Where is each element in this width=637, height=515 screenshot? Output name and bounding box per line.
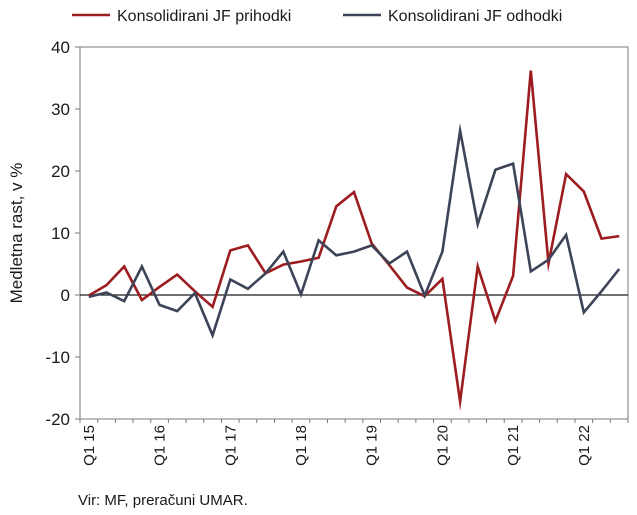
legend-label: Konsolidirani JF odhodki	[388, 8, 562, 25]
x-tick-label: Q1 15	[81, 425, 98, 466]
y-tick-label: -10	[45, 348, 70, 367]
x-tick-label: Q1 18	[293, 425, 310, 466]
y-tick-label: 20	[51, 162, 70, 181]
legend: Konsolidirani JF prihodki Konsolidirani J…	[72, 8, 562, 25]
x-tick-label: Q1 17	[222, 425, 239, 466]
x-tick-label: Q1 19	[364, 425, 381, 466]
y-tick-label: 30	[51, 100, 70, 119]
legend-label: Konsolidirani JF prihodki	[117, 8, 291, 25]
x-tick-label: Q1 21	[505, 425, 522, 466]
y-tick-label: 10	[51, 224, 70, 243]
x-tick-label: Q1 22	[576, 425, 593, 466]
series-line-prihodki	[88, 70, 620, 412]
y-tick-label: -20	[45, 410, 70, 429]
y-axis-label: Medletna rast, v %	[7, 163, 26, 304]
x-tick-label: Q1 20	[434, 425, 451, 466]
y-axis-label-group: Medletna rast, v %	[7, 163, 26, 304]
plot-area: -20 -10 0 10 20 30 40 Q1 15 Q1 16 Q1 17 Q1 18 Q1 19…	[45, 38, 629, 466]
y-tick-label: 0	[61, 286, 70, 305]
y-tick-label: 40	[51, 38, 70, 57]
series-line-odhodki	[88, 122, 621, 340]
source-note: Vir: MF, preračuni UMAR.	[78, 492, 248, 509]
x-tick-label: Q1 16	[152, 425, 169, 466]
